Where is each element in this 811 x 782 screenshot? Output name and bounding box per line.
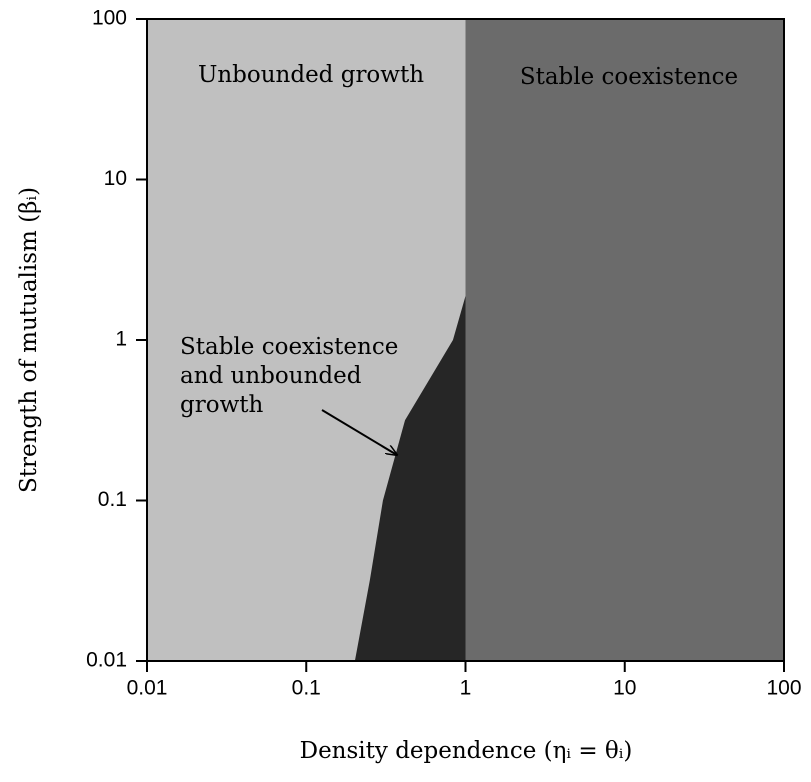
- y-axis-label: Strength of mutualism (βᵢ): [16, 187, 42, 493]
- region-label: Stable coexistence: [180, 334, 398, 360]
- region-label: growth: [180, 392, 263, 418]
- x-tick-label: 100: [766, 677, 801, 700]
- x-axis-label: Density dependence (ηᵢ = θᵢ): [300, 738, 633, 764]
- region-label: and unbounded: [180, 363, 362, 389]
- x-tick-label: 1: [460, 677, 472, 700]
- plot-area: [147, 19, 784, 661]
- y-tick-label: 100: [92, 7, 127, 30]
- x-tick-label: 0.01: [127, 677, 168, 700]
- stable-region: [465, 19, 784, 661]
- x-tick-label: 0.1: [292, 677, 321, 700]
- region-label: Unbounded growth: [198, 62, 424, 88]
- y-tick-label: 0.01: [86, 649, 127, 672]
- y-tick-label: 1: [115, 328, 127, 351]
- mixed-region: [354, 295, 466, 661]
- y-tick-label: 0.1: [98, 488, 127, 511]
- y-tick-label: 10: [104, 167, 127, 190]
- annotation-arrow: [321, 409, 397, 455]
- region-label: Stable coexistence: [520, 64, 738, 90]
- x-tick-label: 10: [613, 677, 636, 700]
